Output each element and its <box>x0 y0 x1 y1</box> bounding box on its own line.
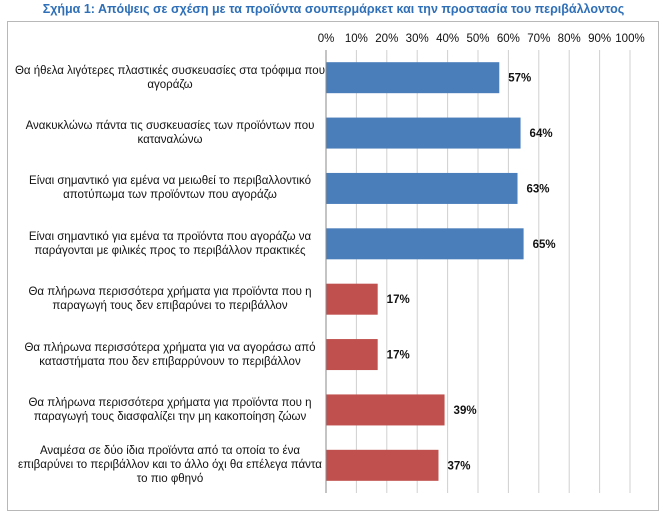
x-tick-label: 80% <box>558 33 581 45</box>
data-label: 17% <box>387 350 410 362</box>
x-tick-label: 10% <box>345 33 368 45</box>
data-label: 39% <box>454 405 477 417</box>
data-label: 37% <box>447 460 470 472</box>
x-tick-label: 40% <box>436 33 459 45</box>
data-label: 63% <box>527 183 550 195</box>
category-label: Είναι σημαντικό για εμένα να μειωθεί το … <box>29 175 311 202</box>
bar <box>326 62 500 94</box>
chart-frame <box>7 21 659 511</box>
x-tick-label: 60% <box>497 33 520 45</box>
x-tick-label: 90% <box>588 33 611 45</box>
data-label: 57% <box>508 73 531 85</box>
data-label: 64% <box>530 128 553 140</box>
x-tick-label: 0% <box>318 33 335 45</box>
bar <box>326 283 378 315</box>
bar <box>326 228 524 260</box>
data-label: 65% <box>533 239 556 251</box>
x-tick-label: 70% <box>527 33 550 45</box>
chart-title: Σχήμα 1: Απόψεις σε σχέση με τα προϊόντα… <box>42 2 625 16</box>
category-label: Θα ήθελα λιγότερες πλαστικές συσκευασίες… <box>14 64 325 91</box>
category-label: Θα πλήρωνα περισσότερα χρήματα για προϊό… <box>28 396 312 423</box>
bar <box>326 339 378 371</box>
bar <box>326 394 445 426</box>
x-tick-label: 30% <box>406 33 429 45</box>
category-label: Θα πλήρωνα περισσότερα χρήματα για να αγ… <box>24 341 316 368</box>
category-label: Είναι σημαντικό για εμένα τα προϊόντα πο… <box>28 230 312 257</box>
x-tick-label: 20% <box>375 33 398 45</box>
bar <box>326 117 521 149</box>
data-label: 17% <box>387 294 410 306</box>
bar <box>326 449 439 481</box>
x-tick-label: 50% <box>466 33 489 45</box>
x-tick-label: 100% <box>615 33 644 45</box>
category-label: Αναμέσα σε δύο ίδια προϊόντα από τα οποί… <box>18 445 322 486</box>
category-label: Ανακυκλώνω πάντα τις συσκευασίες των προ… <box>25 120 315 147</box>
bar <box>326 172 518 204</box>
category-label: Θα πλήρωνα περισσότερα χρήματα για προϊό… <box>28 286 312 313</box>
